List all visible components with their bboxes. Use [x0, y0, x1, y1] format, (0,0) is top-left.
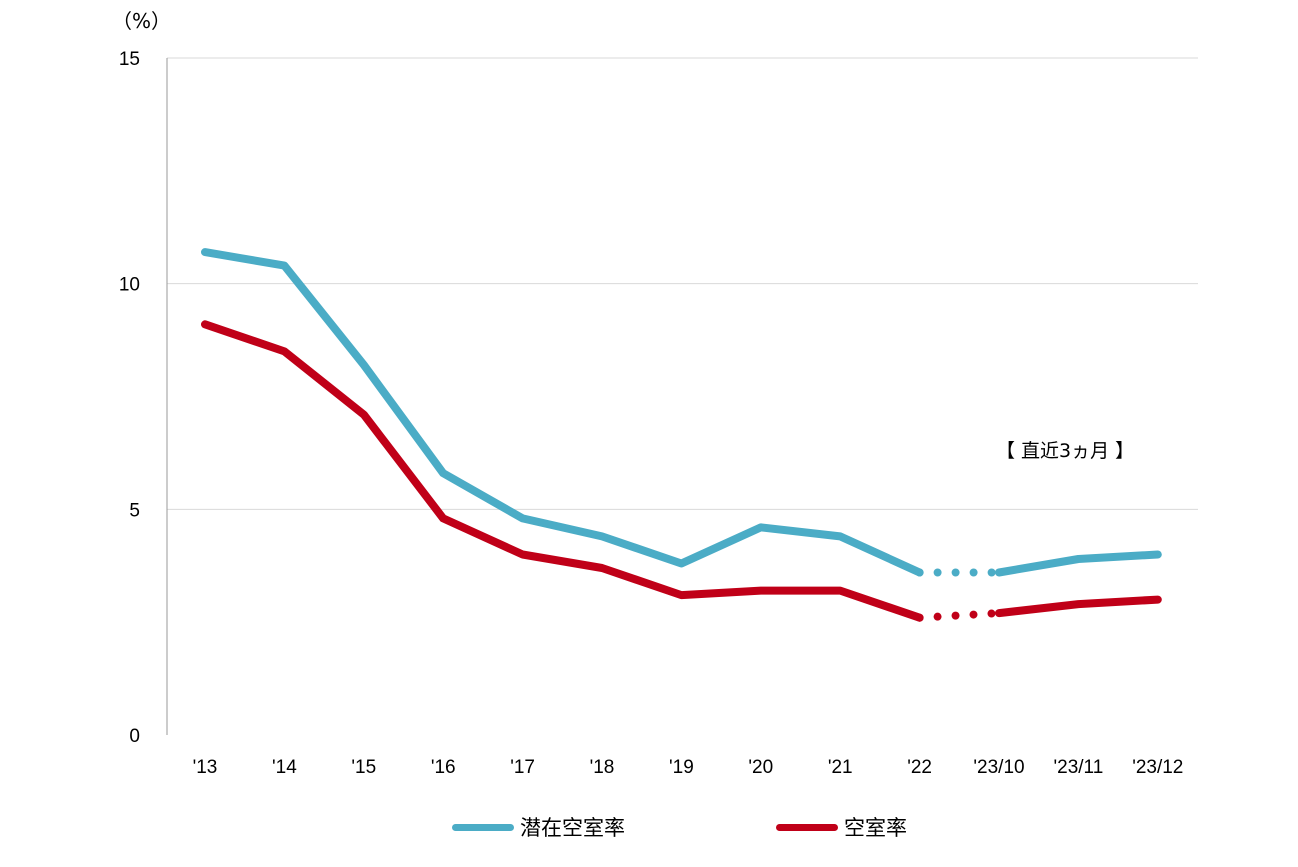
series-line-monthly-1 — [995, 595, 1162, 618]
x-tick-labels: '13 '14 '15 '16 '17 '18 '19 '20 '21 '22 '23/10 '23/… — [193, 757, 1184, 778]
y-tick-label: 10 — [119, 275, 140, 296]
x-tick-label: '22 — [907, 757, 932, 778]
series-line-dotted-bridge-1 — [915, 609, 1003, 622]
x-tick-label: '16 — [431, 757, 456, 778]
legend-label-vacancy: 空室率 — [844, 816, 907, 840]
legend-swatch-vacancy — [776, 823, 838, 831]
x-tick-label: '18 — [590, 757, 615, 778]
y-unit-label: （%） — [112, 9, 171, 33]
gridlines — [167, 57, 1198, 510]
line-chart: （%） 0 5 10 15 '13 '14 '15 '16 '17 '18 '19 '20 '21 '2… — [112, 9, 1198, 778]
x-tick-label: '19 — [669, 757, 694, 778]
y-tick-label: 5 — [129, 500, 140, 521]
x-tick-label: '23/10 — [973, 757, 1024, 778]
x-tick-label: '13 — [193, 757, 218, 778]
x-tick-label: '15 — [351, 757, 376, 778]
series-line-monthly-0 — [995, 550, 1162, 577]
legend-item-potential-vacancy: 潜在空室率 — [452, 812, 625, 842]
series-line-annual-0 — [201, 248, 924, 577]
series-lines — [201, 248, 1162, 622]
x-tick-label: '17 — [510, 757, 535, 778]
series-line-annual-1 — [201, 320, 924, 622]
x-tick-label: '23/12 — [1132, 757, 1183, 778]
y-tick-label: 0 — [129, 726, 140, 747]
y-tick-label: 15 — [119, 49, 140, 70]
x-tick-label: '21 — [828, 757, 853, 778]
legend-item-vacancy: 空室率 — [776, 812, 907, 842]
x-tick-label: '20 — [748, 757, 773, 778]
x-tick-label: '14 — [272, 757, 297, 778]
x-tick-label: '23/11 — [1054, 757, 1104, 778]
legend-swatch-potential-vacancy — [452, 823, 514, 831]
y-tick-labels: 0 5 10 15 — [119, 49, 140, 747]
recent-3-months-annotation: 【 直近3ヵ月 】 — [996, 440, 1134, 462]
legend-label-potential-vacancy: 潜在空室率 — [520, 816, 625, 840]
